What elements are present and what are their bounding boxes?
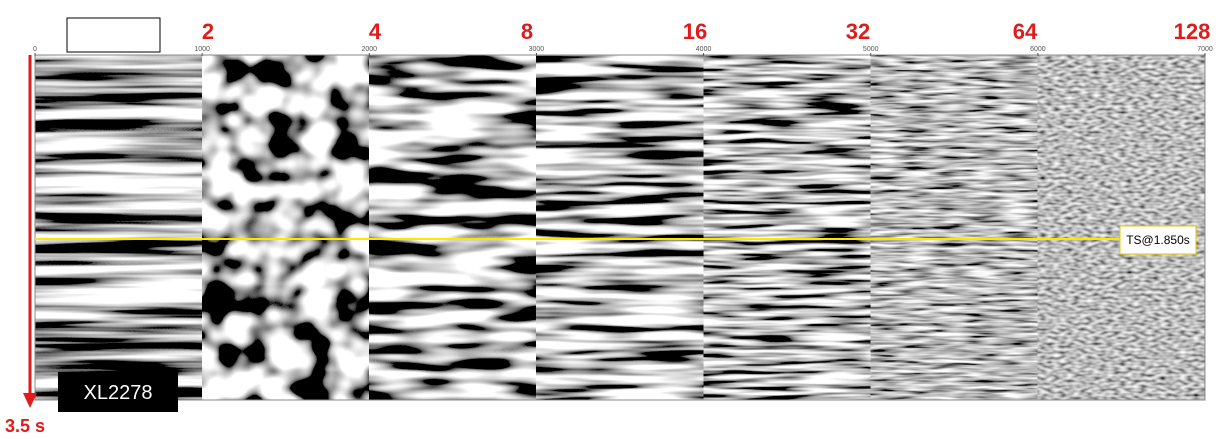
seismic-panel bbox=[35, 55, 203, 400]
axis-tick-label: 2000 bbox=[361, 46, 377, 53]
section-box bbox=[58, 372, 178, 412]
scale-label: 4 bbox=[369, 19, 382, 44]
axis-tick-label: 6000 bbox=[1030, 46, 1046, 53]
axis-tick-label: 4000 bbox=[696, 46, 712, 53]
seismic-panel bbox=[369, 55, 537, 400]
seismic-panel bbox=[202, 55, 370, 400]
time-label: 3.5 s bbox=[5, 416, 45, 436]
axis-tick-label: 0 bbox=[33, 46, 37, 53]
full-box bbox=[66, 17, 161, 53]
section-label: XL2278 bbox=[84, 382, 153, 404]
scale-label: 128 bbox=[1174, 19, 1211, 44]
scale-label: 2 bbox=[202, 19, 214, 44]
scale-label: 32 bbox=[846, 19, 870, 44]
horizon-label: TS@1.850s bbox=[1126, 233, 1190, 247]
seismic-panel bbox=[703, 55, 871, 400]
time-arrow-head bbox=[23, 393, 37, 408]
scale-label: 16 bbox=[683, 19, 707, 44]
axis-tick-label: 1000 bbox=[194, 46, 210, 53]
section-frame bbox=[34, 54, 1206, 401]
seismic-panel bbox=[536, 55, 704, 400]
horizon-box bbox=[1119, 225, 1197, 255]
axis-tick-label: 7000 bbox=[1197, 46, 1213, 53]
seismic-panel bbox=[870, 55, 1038, 400]
scale-label: 8 bbox=[521, 19, 533, 44]
scale-label: 64 bbox=[1013, 19, 1038, 44]
axis-tick-label: 3000 bbox=[529, 46, 545, 53]
axis-tick-label: 5000 bbox=[863, 46, 879, 53]
